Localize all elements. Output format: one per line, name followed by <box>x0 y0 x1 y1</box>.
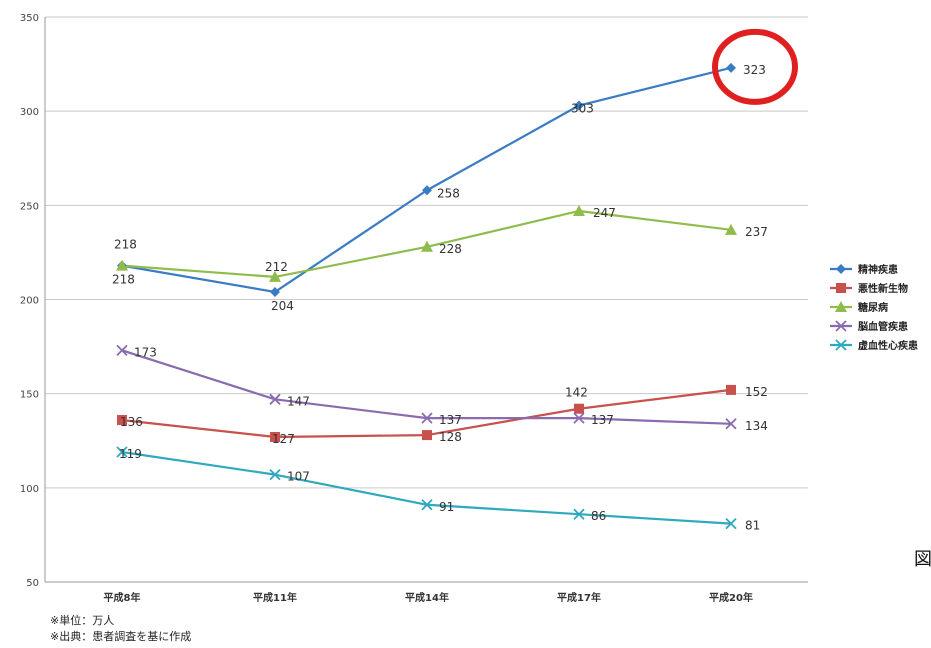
data-point-diamond <box>574 100 584 111</box>
highlight-circle <box>712 28 798 105</box>
data-point-x <box>835 339 847 351</box>
data-point-triangle <box>725 223 737 235</box>
data-label: 237 <box>745 225 768 239</box>
series-markers <box>116 62 737 530</box>
data-label: 247 <box>593 206 616 220</box>
legend-label: 虚血性心疾患 <box>858 339 918 352</box>
data-label: 204 <box>271 299 294 313</box>
x-tick-label: 平成11年 <box>253 591 297 604</box>
grid-lines <box>45 16 808 583</box>
data-label: 107 <box>287 470 310 484</box>
legend-label: 悪性新生物 <box>858 282 908 295</box>
data-point-x <box>269 469 281 481</box>
legend-label: 糖尿病 <box>858 301 888 314</box>
y-tick-label: 100 <box>20 484 39 495</box>
data-point-triangle <box>573 204 585 216</box>
data-point-diamond <box>726 62 736 73</box>
data-label: 147 <box>287 394 310 408</box>
data-point-x <box>573 508 585 520</box>
data-point-x <box>116 446 128 458</box>
data-label: 137 <box>439 413 462 427</box>
data-label: 137 <box>591 413 614 427</box>
x-tick-label: 平成14年 <box>405 591 449 604</box>
data-point-triangle <box>835 301 847 312</box>
data-point-x <box>269 393 281 405</box>
data-label: 127 <box>272 432 295 446</box>
y-tick-label: 300 <box>20 107 39 118</box>
highlight-ellipse <box>712 28 798 105</box>
data-label: 218 <box>114 238 137 252</box>
figure-label: 図 <box>914 549 931 570</box>
data-label: 218 <box>112 273 135 287</box>
data-point-triangle <box>421 240 433 252</box>
y-tick-label: 200 <box>20 296 39 307</box>
data-point-square <box>117 415 127 426</box>
legend-label: 脳血管疾患 <box>858 320 908 333</box>
data-label: 134 <box>745 419 768 433</box>
unit-note: ※単位：万人 <box>50 614 115 627</box>
y-tick-label: 350 <box>20 13 39 24</box>
data-label: 323 <box>743 63 766 77</box>
series-line <box>121 349 732 425</box>
data-label: 228 <box>439 242 462 256</box>
x-axis: 平成8年 平成11年 平成14年 平成17年 平成20年 <box>45 581 808 604</box>
data-point-triangle <box>116 259 128 271</box>
data-label: 119 <box>119 447 142 461</box>
legend-label: 精神疾患 <box>858 263 898 276</box>
data-label: 128 <box>439 430 462 444</box>
series-line <box>121 388 732 439</box>
data-point-square <box>270 431 280 442</box>
data-label: 81 <box>745 519 760 533</box>
data-point-x <box>116 344 128 356</box>
data-point-diamond <box>422 185 432 196</box>
data-point-x <box>725 517 737 530</box>
data-point-square <box>422 430 432 441</box>
data-label: 212 <box>265 260 288 274</box>
data-point-x <box>725 418 737 430</box>
y-tick-label: 150 <box>20 390 39 401</box>
source-note: ※出典：患者調査を基に作成 <box>50 630 192 643</box>
data-point-diamond <box>270 286 280 297</box>
data-labels: 218 204 258 303 323 136 127 128 142 152 218 212 228 2… <box>112 63 768 533</box>
data-point-x <box>421 499 433 511</box>
y-tick-label: 250 <box>20 201 39 212</box>
x-tick-label: 平成17年 <box>557 591 601 604</box>
data-label: 152 <box>745 385 768 399</box>
data-point-diamond <box>836 264 846 274</box>
data-label: 91 <box>439 500 454 514</box>
data-label: 142 <box>565 386 588 400</box>
y-axis: 50 100 150 200 250 300 350 <box>20 13 46 589</box>
data-label: 303 <box>571 102 594 116</box>
data-point-x <box>573 412 585 424</box>
data-label: 173 <box>134 345 157 359</box>
data-point-triangle <box>269 270 281 282</box>
data-point-square <box>574 403 584 414</box>
series-lines <box>121 66 732 525</box>
x-tick-label: 平成20年 <box>709 591 753 604</box>
series-line <box>121 66 732 294</box>
data-point-square <box>836 283 846 293</box>
data-label: 136 <box>120 415 143 429</box>
y-tick-label: 50 <box>26 578 39 589</box>
data-point-square <box>726 384 736 395</box>
data-label: 86 <box>591 509 606 523</box>
data-label: 258 <box>437 186 460 200</box>
x-tick-label: 平成8年 <box>104 591 141 604</box>
data-point-x <box>421 412 433 424</box>
data-point-x <box>835 320 847 332</box>
